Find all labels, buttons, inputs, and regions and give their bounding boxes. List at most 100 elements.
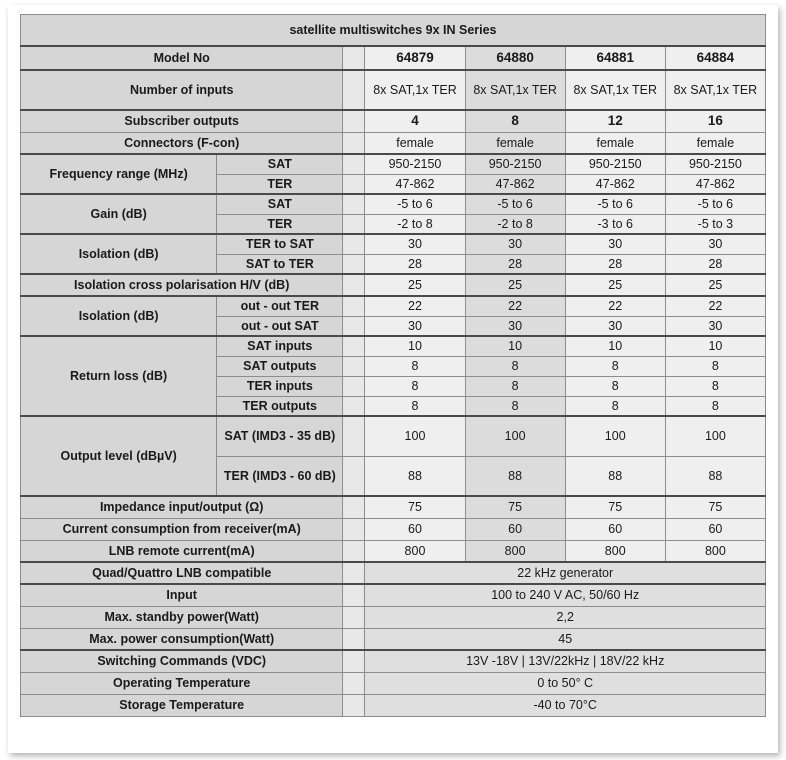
table-row-merged: Max. standby power(Watt) 2,2 <box>19 605 766 629</box>
spacer-column <box>342 45 366 71</box>
row-sublabel: TER <box>216 213 344 235</box>
cell-value: 25 <box>564 273 666 297</box>
cell-value: 22 <box>364 295 466 317</box>
row-label: Subscriber outputs <box>19 109 344 133</box>
cell-value: 30 <box>664 315 767 337</box>
row-label: Impedance input/output (Ω) <box>19 495 344 519</box>
row-label: Switching Commands (VDC) <box>19 649 344 673</box>
cell-value: 88 <box>464 455 566 497</box>
cell-value: 8 <box>564 355 666 377</box>
cell-value-merged: 22 kHz generator <box>364 561 766 585</box>
row-sublabel: SAT <box>216 193 344 215</box>
cell-value: 8 <box>364 375 466 397</box>
cell-value: 30 <box>464 315 566 337</box>
cell-value: 10 <box>664 335 767 357</box>
spacer-column <box>342 295 366 317</box>
cell-value: 8 <box>364 395 466 417</box>
cell-value: 8 <box>664 395 767 417</box>
cell-value-merged: 13V -18V | 13V/22kHz | 18V/22 kHz <box>364 649 766 673</box>
cell-value: 800 <box>564 539 666 563</box>
spacer-column <box>342 415 366 457</box>
cell-value-merged: 100 to 240 V AC, 50/60 Hz <box>364 583 766 607</box>
row-sublabel: SAT (IMD3 - 35 dB) <box>216 415 344 457</box>
spacer-column <box>342 649 366 673</box>
spacer-column <box>342 233 366 255</box>
spacer-column <box>342 109 366 133</box>
model-header-row: Model No 64879 64880 64881 64884 <box>19 45 767 71</box>
cell-value: 100 <box>564 415 666 457</box>
cell-value: 800 <box>664 539 767 563</box>
cell-value: 75 <box>664 495 767 519</box>
spacer-column <box>342 375 366 397</box>
cell-value: female <box>464 131 566 155</box>
spacer-column <box>342 253 366 275</box>
row-label: Isolation cross polarisation H/V (dB) <box>19 273 344 297</box>
row-sublabel: TER outputs <box>216 395 344 417</box>
spacer-column <box>342 131 366 155</box>
cell-value: 10 <box>364 335 466 357</box>
cell-value: 12 <box>564 109 666 133</box>
cell-value: 4 <box>364 109 466 133</box>
model-header-64881: 64881 <box>564 45 666 71</box>
row-label: Input <box>19 583 344 607</box>
table-row: out - out SAT 30 30 30 30 <box>21 315 767 337</box>
cell-value: 950-2150 <box>564 153 666 175</box>
cell-value: 8 <box>464 375 566 397</box>
table-row: Frequency range (MHz) SAT 950-2150 950-2150… <box>19 153 767 195</box>
cell-value: 10 <box>564 335 666 357</box>
cell-value: 8x SAT,1x TER <box>564 69 666 111</box>
spacer-column <box>342 173 366 195</box>
cell-value: 25 <box>664 273 767 297</box>
cell-value: 88 <box>564 455 666 497</box>
cell-value: 100 <box>664 415 767 457</box>
cell-value: 22 <box>564 295 666 317</box>
cell-value: 950-2150 <box>364 153 466 175</box>
cell-value: female <box>364 131 466 155</box>
cell-value: 800 <box>364 539 466 563</box>
spec-table-container: satellite multiswitches 9x IN Series Mode… <box>19 14 767 744</box>
table-row: Subscriber outputs 4 8 12 16 <box>19 109 767 133</box>
cell-value: 60 <box>564 517 666 541</box>
spacer-column <box>342 539 366 563</box>
model-header-64879: 64879 <box>364 45 466 71</box>
spacer-column <box>342 561 366 585</box>
cell-value: 30 <box>664 233 767 255</box>
cell-value: 8 <box>364 355 466 377</box>
table-row: TER 47-862 47-862 47-862 47-862 <box>21 173 767 195</box>
row-sublabel: TER <box>216 173 344 195</box>
cell-value: -3 to 6 <box>564 213 666 235</box>
cell-value: 8 <box>464 395 566 417</box>
cell-value: 30 <box>564 233 666 255</box>
table-row: Isolation (dB) TER to SAT 30 30 30 30 <box>19 233 767 275</box>
row-label: Current consumption from receiver(mA) <box>19 517 344 541</box>
cell-value: 47-862 <box>464 173 566 195</box>
row-label: Storage Temperature <box>19 693 344 717</box>
model-header-64884: 64884 <box>664 45 767 71</box>
cell-value-merged: -40 to 70°C <box>364 693 766 717</box>
cell-value: 100 <box>464 415 566 457</box>
cell-value: 8 <box>564 375 666 397</box>
cell-value: 30 <box>564 315 666 337</box>
cell-value: 60 <box>464 517 566 541</box>
row-label: Number of inputs <box>19 69 344 111</box>
cell-value: 47-862 <box>564 173 666 195</box>
row-sublabel: SAT to TER <box>216 253 344 275</box>
cell-value: 88 <box>664 455 767 497</box>
cell-value: 28 <box>464 253 566 275</box>
table-row-merged: Quad/Quattro LNB compatible 22 kHz genera… <box>19 561 766 585</box>
row-sublabel: TER to SAT <box>216 233 344 255</box>
spacer-column <box>342 605 366 629</box>
cell-value: 75 <box>364 495 466 519</box>
row-sublabel: SAT outputs <box>216 355 344 377</box>
cell-value: 75 <box>464 495 566 519</box>
cell-value: -2 to 8 <box>364 213 466 235</box>
cell-value: 800 <box>464 539 566 563</box>
cell-value: 8x SAT,1x TER <box>464 69 566 111</box>
table-row-merged: Operating Temperature 0 to 50° C <box>19 671 766 695</box>
table-row: Connectors (F-con) female female female fema… <box>19 131 767 155</box>
cell-value: 30 <box>364 233 466 255</box>
spacer-column <box>342 627 366 651</box>
table-row: Number of inputs 8x SAT,1x TER 8x SAT,1x T… <box>19 69 767 111</box>
row-sublabel: TER inputs <box>216 375 344 397</box>
row-label: Connectors (F-con) <box>19 131 344 155</box>
